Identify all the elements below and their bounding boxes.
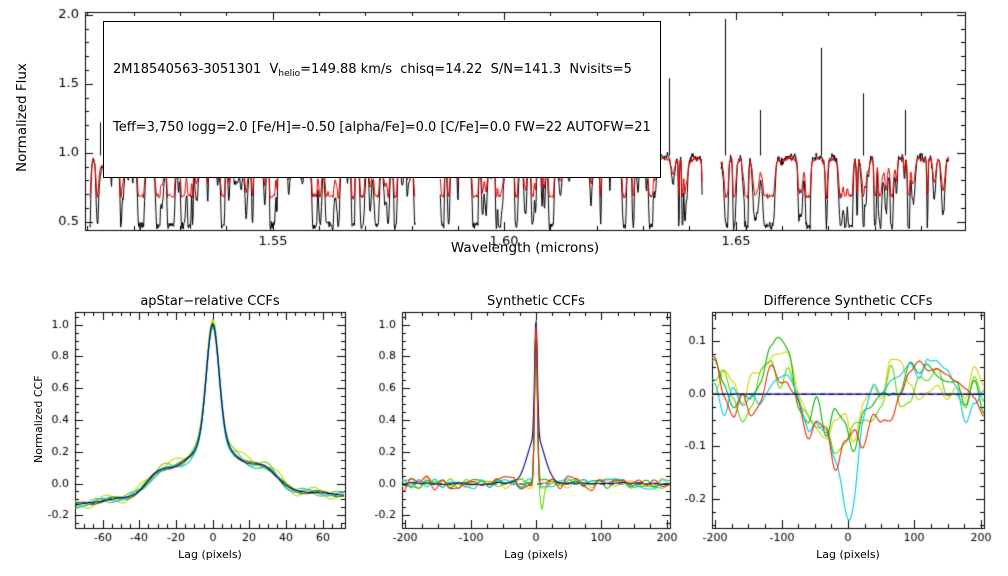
info-line-2: Teff=3,750 logg=2.0 [Fe/H]=-0.50 [alpha/… — [113, 120, 651, 135]
info-line1-subscript: helio — [278, 69, 301, 79]
info-line-1: 2M18540563-3051301 Vhelio=149.88 km/s ch… — [113, 61, 651, 83]
apstar-ccf-title: apStar−relative CCFs — [140, 294, 280, 309]
spectrum-y-axis-label: Normalized Flux — [14, 63, 30, 172]
apstar-ccf-x-axis-label: Lag (pixels) — [178, 548, 242, 561]
difference-ccf-x-axis-label: Lag (pixels) — [816, 548, 880, 561]
info-line1-prefix: 2M18540563-3051301 V — [113, 62, 279, 77]
difference-ccf-title: Difference Synthetic CCFs — [763, 294, 933, 309]
spectrum-x-axis-label: Wavelength (microns) — [450, 240, 600, 256]
ccf-y-axis-label: Normalized CCF — [32, 375, 45, 463]
info-line1-suffix: =149.88 km/s chisq=14.22 S/N=141.3 Nvisi… — [300, 62, 632, 77]
spectrum-info-box: 2M18540563-3051301 Vhelio=149.88 km/s ch… — [103, 21, 661, 178]
synthetic-ccf-x-axis-label: Lag (pixels) — [504, 548, 568, 561]
synthetic-ccf-title: Synthetic CCFs — [487, 294, 585, 309]
